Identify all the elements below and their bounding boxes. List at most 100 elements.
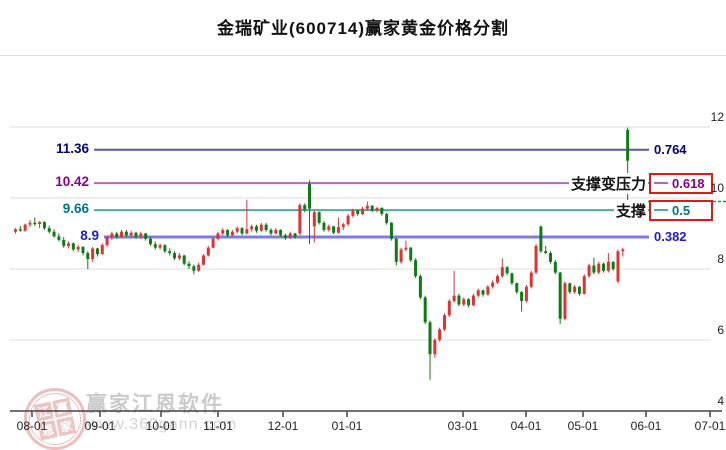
candle — [346, 213, 350, 226]
candle — [558, 271, 562, 325]
candle — [626, 127, 630, 210]
candle — [365, 201, 369, 211]
candle — [18, 225, 22, 232]
candle — [293, 232, 297, 239]
candle — [332, 225, 336, 235]
candle — [544, 245, 548, 255]
fib-ratio-label: 0.764 — [654, 141, 687, 157]
x-axis-tick-label: 03-01 — [447, 419, 479, 433]
x-axis-tick-label: 11-01 — [203, 419, 233, 433]
x-axis-tick-label: 07-01 — [694, 419, 726, 433]
candle — [515, 282, 519, 294]
candle — [206, 245, 210, 257]
candle — [438, 327, 442, 342]
candle — [105, 235, 109, 247]
candle — [226, 229, 230, 238]
candle — [168, 248, 172, 256]
candle — [399, 247, 403, 264]
candle — [539, 225, 543, 254]
candle — [95, 247, 99, 257]
x-axis-tick-label: 12-01 — [267, 419, 299, 433]
candle — [173, 251, 177, 261]
candle — [139, 231, 143, 239]
candle — [385, 212, 389, 225]
candle — [144, 232, 148, 241]
x-axis-tick-label: 01-01 — [331, 419, 363, 433]
candle — [153, 241, 157, 250]
candle — [120, 229, 124, 239]
candle — [81, 245, 85, 256]
candle — [298, 203, 302, 236]
candle — [148, 237, 152, 246]
url-watermark: www.360gann.com — [87, 416, 238, 433]
candle — [33, 217, 37, 226]
candle — [240, 227, 244, 236]
candle — [312, 210, 316, 243]
candle — [110, 231, 114, 240]
candle — [370, 205, 374, 213]
candles — [14, 127, 630, 380]
candle — [351, 208, 355, 218]
candle — [549, 251, 553, 264]
candle — [418, 274, 422, 300]
candle — [42, 221, 46, 230]
candle — [250, 224, 254, 232]
candle — [91, 246, 95, 262]
fib-level-lines — [94, 148, 649, 239]
candle — [327, 224, 331, 232]
candle — [602, 262, 606, 273]
candle — [414, 258, 418, 278]
y-axis-tick-label: 4 — [717, 394, 724, 408]
resistance-annotation: 支撑变压力 — [568, 173, 648, 195]
candle — [211, 237, 215, 249]
candle — [380, 207, 384, 216]
candle — [308, 180, 312, 245]
candle — [428, 320, 432, 380]
x-axis-tick-label: 06-01 — [630, 419, 662, 433]
y-axis-tick-label: 12 — [710, 110, 724, 124]
candle — [582, 274, 586, 295]
candle — [611, 261, 615, 271]
candle — [471, 293, 475, 307]
candle — [394, 237, 398, 266]
candle — [230, 229, 234, 237]
x-axis-tick-label: 09-01 — [84, 419, 116, 433]
candle — [500, 258, 504, 278]
candle — [38, 221, 42, 229]
candle — [423, 295, 427, 325]
candle — [235, 226, 239, 234]
candle — [158, 243, 162, 250]
candle — [47, 225, 51, 234]
support-annotation: 支撑 — [613, 200, 648, 222]
candle — [457, 293, 461, 307]
candle — [467, 298, 471, 308]
x-axis-tick-label: 10-01 — [145, 419, 177, 433]
fib-price-label: 9.66 — [62, 201, 89, 217]
candle — [447, 299, 451, 317]
level-line-segment — [654, 208, 668, 211]
candle — [221, 228, 225, 236]
fib-price-label: 11.36 — [55, 140, 89, 156]
candle — [481, 289, 485, 297]
x-axis — [10, 410, 722, 417]
candle — [62, 237, 66, 248]
candle — [563, 281, 567, 321]
candle — [496, 274, 499, 284]
candle — [28, 220, 32, 228]
fib-ratio-box: 0.618 — [649, 172, 713, 194]
y-axis-tick-label: 6 — [717, 323, 724, 337]
candle — [476, 288, 480, 298]
candle — [322, 221, 326, 232]
candle — [303, 203, 307, 213]
candle — [486, 284, 490, 296]
candle — [163, 244, 167, 254]
candle — [534, 244, 538, 275]
candle — [529, 270, 533, 289]
candle — [245, 199, 249, 235]
candle — [216, 231, 220, 241]
candle — [375, 206, 379, 213]
fib-ratio-label: 0.382 — [654, 229, 687, 245]
candle — [356, 209, 360, 216]
candle — [592, 257, 596, 275]
